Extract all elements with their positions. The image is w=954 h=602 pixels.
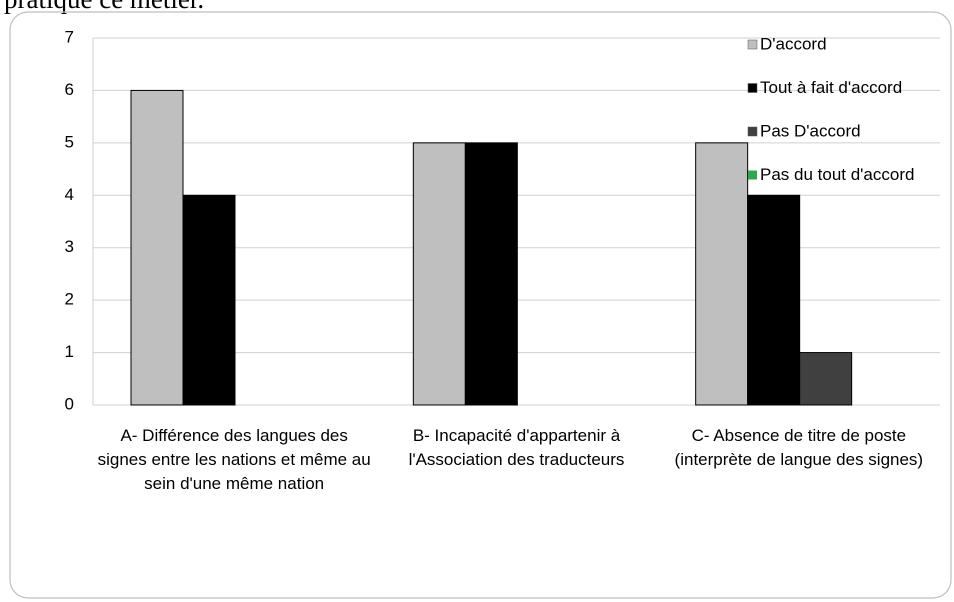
bar	[130, 89, 184, 406]
legend-label: D'accord	[760, 34, 827, 53]
legend-label: Tout à fait d'accord	[760, 78, 902, 97]
y-tick-label: 2	[65, 290, 74, 309]
y-tick-label: 3	[65, 237, 74, 256]
x-tick-label: C- Absence de titre de poste (interprète…	[674, 426, 924, 469]
legend-label: Pas du tout d'accord	[760, 165, 914, 184]
legend-swatch	[748, 170, 757, 180]
y-tick-label: 5	[65, 132, 74, 151]
legend-swatch	[747, 39, 758, 50]
x-tick-label: B- Incapacité d'appartenir à l'Associati…	[408, 426, 625, 469]
y-tick-label: 6	[65, 80, 74, 99]
y-tick-label: 1	[65, 342, 74, 361]
bar	[799, 352, 853, 406]
y-tick-label: 4	[65, 185, 74, 204]
bar	[695, 142, 749, 406]
x-tick-label: A- Différence des langues des signes ent…	[97, 426, 371, 493]
legend-label: Pas D'accord	[760, 121, 861, 140]
legend-swatch	[747, 126, 758, 137]
bar	[464, 142, 518, 406]
chart-frame	[9, 11, 952, 599]
y-tick-label: 7	[65, 27, 74, 46]
bar	[182, 194, 236, 406]
caption: pratique ce métier.	[4, 0, 204, 15]
y-tick-label: 0	[65, 394, 74, 413]
bar	[747, 194, 801, 406]
legend-swatch	[747, 83, 758, 93]
bar	[412, 142, 466, 406]
